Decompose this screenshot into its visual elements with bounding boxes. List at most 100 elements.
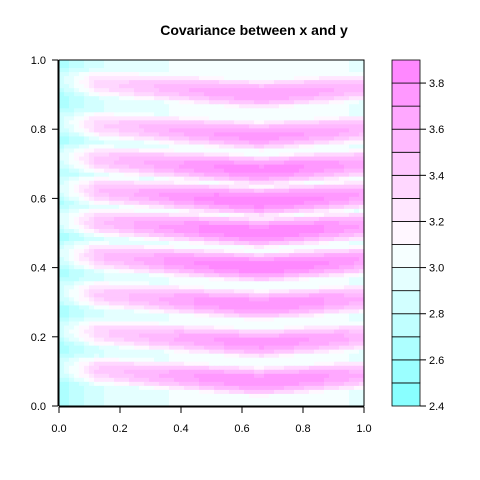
heat-cell (229, 285, 235, 290)
heat-cell (349, 297, 355, 302)
heat-cell (344, 265, 350, 270)
heat-cell (304, 84, 310, 89)
heat-cell (339, 381, 345, 387)
heat-cell (274, 208, 280, 214)
heat-cell (149, 333, 155, 339)
heat-cell (154, 180, 160, 186)
heat-cell (344, 220, 350, 226)
heat-cell (314, 204, 320, 210)
heat-cell (134, 309, 140, 315)
heat-cell (99, 241, 105, 246)
heat-cell (324, 128, 330, 134)
heat-cell (94, 128, 100, 134)
heat-cell (64, 373, 70, 379)
heat-cell (194, 321, 200, 327)
heat-cell (234, 341, 240, 347)
heat-cell (204, 321, 210, 327)
heat-cell (134, 180, 140, 186)
heat-cell (234, 237, 240, 242)
heat-cell (229, 341, 235, 347)
heat-cell (269, 265, 275, 270)
heat-cell (129, 172, 135, 178)
heat-cell (204, 152, 210, 158)
heat-cell (94, 212, 100, 218)
heat-cell (294, 281, 300, 286)
heat-cell (294, 184, 300, 190)
heat-cell (204, 361, 210, 367)
heat-cell (269, 88, 275, 93)
heat-cell (244, 245, 250, 250)
heat-cell (309, 216, 315, 222)
heat-cell (324, 60, 330, 65)
heat-cell (79, 68, 85, 73)
heat-cell (209, 265, 215, 270)
heat-cell (139, 100, 145, 105)
heat-cell (159, 76, 165, 81)
heat-cell (339, 156, 345, 162)
heat-cell (104, 369, 110, 375)
heat-cell (334, 144, 340, 150)
heat-cell (74, 188, 80, 194)
heat-cell (334, 365, 340, 371)
heat-cell (89, 164, 95, 170)
heat-cell (269, 104, 275, 109)
heat-cell (309, 337, 315, 343)
heat-cell (259, 140, 265, 146)
heat-cell (314, 245, 320, 250)
heat-cell (169, 220, 175, 226)
heat-cell (209, 241, 215, 246)
heat-cell (204, 184, 210, 190)
heat-cell (344, 317, 350, 323)
heat-cell (334, 80, 340, 85)
heat-cell (274, 228, 280, 234)
heat-cell (224, 297, 230, 302)
heat-cell (124, 144, 130, 150)
heat-cell (134, 132, 140, 138)
heat-cell (219, 216, 225, 222)
heat-cell (254, 180, 260, 186)
heat-cell (249, 156, 255, 162)
heat-cell (284, 249, 290, 254)
heat-cell (284, 253, 290, 258)
heat-cell (64, 168, 70, 174)
heat-cell (79, 357, 85, 363)
heat-cell (269, 148, 275, 154)
heat-cell (119, 237, 125, 242)
heat-cell (89, 365, 95, 371)
heat-cell (204, 96, 210, 101)
heat-cell (229, 124, 235, 129)
heat-cell (269, 321, 275, 327)
heat-cell (139, 289, 145, 294)
heat-cell (234, 345, 240, 351)
heat-cell (89, 208, 95, 214)
heat-cell (174, 148, 180, 154)
heat-cell (314, 277, 320, 282)
heat-cell (254, 132, 260, 138)
heat-cell (79, 377, 85, 383)
heat-cell (174, 237, 180, 242)
heat-cell (104, 76, 110, 81)
heat-cell (234, 385, 240, 391)
heat-cell (349, 269, 355, 274)
heat-cell (104, 377, 110, 383)
heat-cell (129, 168, 135, 174)
heat-cell (349, 212, 355, 218)
heat-cell (184, 241, 190, 246)
heat-cell (84, 249, 90, 254)
heat-cell (299, 188, 305, 194)
heat-cell (119, 80, 125, 85)
heat-cell (139, 385, 145, 391)
heat-cell (124, 297, 130, 302)
heat-cell (234, 289, 240, 294)
heat-cell (124, 160, 130, 166)
heat-cell (174, 176, 180, 182)
heat-cell (299, 76, 305, 81)
heat-cell (239, 124, 245, 129)
heat-cell (164, 269, 170, 274)
heat-cell (304, 80, 310, 85)
heat-cell (229, 96, 235, 101)
heat-cell (164, 172, 170, 178)
heat-cell (314, 261, 320, 266)
heat-cell (79, 224, 85, 230)
heat-cell (164, 88, 170, 93)
